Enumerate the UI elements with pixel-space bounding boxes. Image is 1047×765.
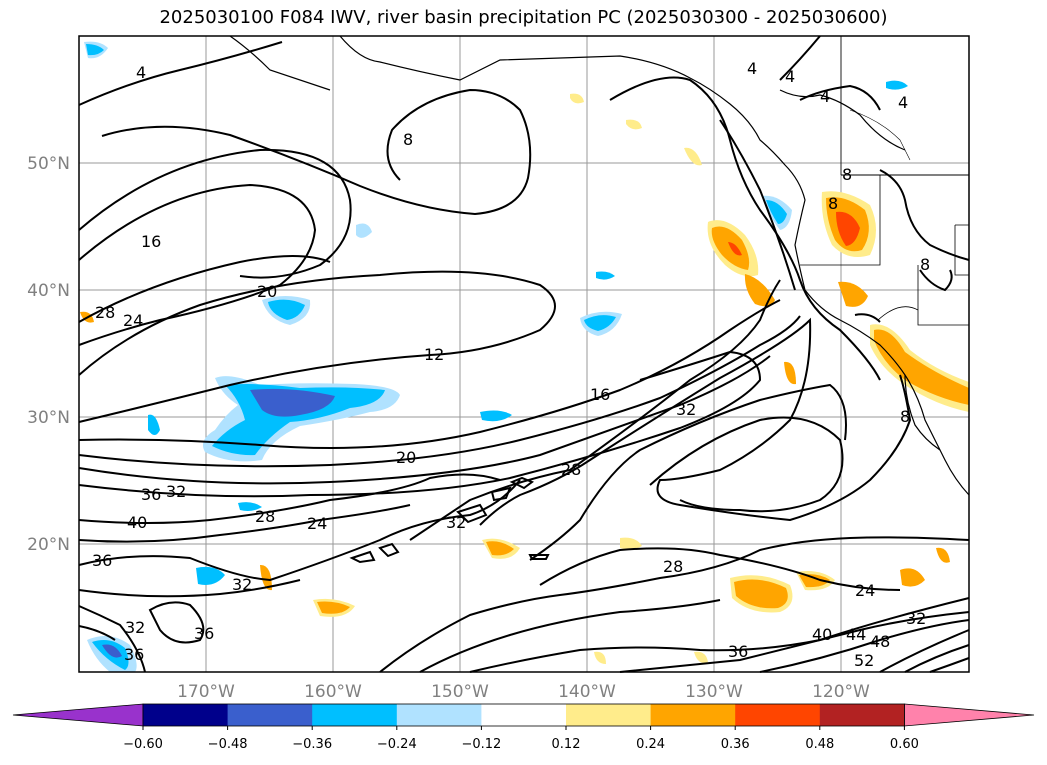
contour-label: 36 [124,645,144,664]
colorbar-tick-label: 0.60 [890,737,919,752]
negative-shading [84,41,908,672]
colorbar-segment [566,704,652,726]
colorbar-tick-label: 0.12 [552,737,581,752]
contour-label: 16 [590,385,610,404]
contour-label: 24 [123,311,143,330]
contour-label: 8 [842,165,852,184]
coastlines [229,35,970,496]
longitude-ticks: 170°W 160°W 150°W 140°W 130°W 120°W [177,682,870,702]
colorbar-frame [142,703,905,727]
contour-label: 32 [125,618,145,637]
contour-label: 40 [127,513,147,532]
lon-tick: 120°W [812,682,870,702]
colorbar-segment [312,704,398,726]
colorbar-tick-label: −0.24 [377,737,417,752]
contour-label: 32 [446,513,466,532]
colorbar-tick-label: 0.24 [636,737,665,752]
iwv-contours [78,35,970,673]
contour-label: 36 [141,485,161,504]
colorbar-segment [735,704,821,726]
lon-tick: 150°W [431,682,489,702]
chart-title: 2025030100 F084 IWV, river basin precipi… [159,7,888,28]
colorbar-segment [819,704,905,726]
lon-tick: 170°W [177,682,235,702]
colorbar-tick-label: −0.12 [461,737,501,752]
contour-label: 8 [920,255,930,274]
lon-tick: 140°W [558,682,616,702]
contour-label: 32 [906,609,926,628]
contour-label: 4 [820,87,830,106]
contour-label: 36 [194,624,214,643]
map-frame-bg [79,36,969,672]
contour-label: 36 [92,551,112,570]
lat-tick: 20°N [27,535,70,555]
contour-label: 4 [136,63,146,82]
contour-label: 12 [424,345,444,364]
contour-label: 20 [396,448,416,467]
contour-label: 16 [141,232,161,251]
colorbar-extend-min [12,703,144,727]
map-frame [78,35,970,673]
contour-label: 28 [255,507,275,526]
lon-tick: 130°W [685,682,743,702]
colorbar-segment [396,704,482,726]
lon-tick: 160°W [304,682,362,702]
island-contours [349,476,550,564]
contour-label: 4 [898,93,908,112]
contour-label: 8 [828,194,838,213]
latitude-ticks: 50°N 40°N 30°N 20°N [27,154,70,555]
contour-label: 8 [900,407,910,426]
colorbar-tick-label: 0.48 [805,737,834,752]
colorbar: −0.60 −0.48 −0.36 −0.24 −0.12 0.12 0.24 0.36 0.4… [12,703,1035,752]
lat-tick: 50°N [27,154,70,174]
colorbar-extend-max [904,703,1035,727]
lat-tick: 30°N [27,408,70,428]
contour-label: 32 [232,575,252,594]
contour-label: 36 [728,642,748,661]
contour-label: 44 [846,625,866,644]
colorbar-tick-label: −0.36 [292,737,332,752]
contour-label: 52 [854,651,874,670]
contour-label: 32 [676,400,696,419]
contour-label: 48 [870,632,890,651]
contour-label: 24 [307,514,327,533]
contour-label: 8 [403,130,413,149]
contour-label: 4 [785,67,795,86]
contour-label: 28 [561,460,581,479]
contour-label: 20 [257,282,277,301]
contour-label: 32 [166,482,186,501]
colorbar-segment [481,704,567,726]
contour-labels: 4 4 4 4 4 8 8 8 8 8 16 16 20 20 24 24 24… [92,59,930,670]
colorbar-tick-label: −0.60 [123,737,163,752]
contour-label: 40 [812,625,832,644]
lat-tick: 40°N [27,281,70,301]
colorbar-segment [227,704,313,726]
colorbar-segment [143,704,229,726]
colorbar-segment [650,704,736,726]
contour-label: 4 [747,59,757,78]
colorbar-tick-label: −0.48 [208,737,248,752]
positive-shading [80,93,969,664]
contour-label: 24 [855,581,875,600]
contour-label: 28 [95,303,115,322]
colorbar-tick-label: 0.36 [721,737,750,752]
contour-label: 28 [663,557,683,576]
